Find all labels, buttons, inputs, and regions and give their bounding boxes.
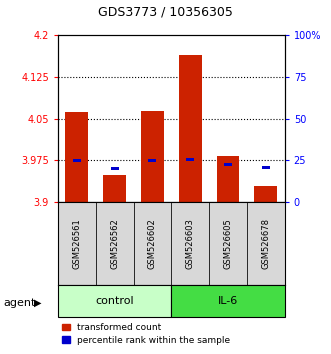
Bar [58, 202, 96, 285]
Text: agent: agent [3, 298, 36, 308]
Bar [96, 202, 133, 285]
Bar [133, 202, 171, 285]
Bar [111, 167, 118, 170]
Text: GSM526562: GSM526562 [110, 218, 119, 269]
Text: IL-6: IL-6 [218, 296, 238, 306]
Text: GSM526561: GSM526561 [72, 218, 81, 269]
Bar [179, 55, 202, 202]
Text: GSM526603: GSM526603 [186, 218, 195, 269]
Bar [66, 112, 88, 202]
Bar [255, 186, 277, 202]
Text: GSM526602: GSM526602 [148, 218, 157, 269]
FancyBboxPatch shape [171, 285, 285, 317]
Text: GDS3773 / 10356305: GDS3773 / 10356305 [98, 6, 233, 19]
Bar [103, 175, 126, 202]
Bar [141, 112, 164, 202]
Bar [262, 166, 270, 169]
Text: ▶: ▶ [34, 298, 42, 308]
Bar [186, 158, 194, 161]
Text: GSM526678: GSM526678 [261, 218, 270, 269]
Text: control: control [95, 296, 134, 306]
Bar [148, 159, 156, 162]
Bar [216, 156, 239, 202]
Bar [247, 202, 285, 285]
Bar [171, 202, 209, 285]
Text: GSM526605: GSM526605 [223, 218, 232, 269]
Bar [224, 162, 232, 166]
Bar [73, 159, 81, 162]
Bar [209, 202, 247, 285]
FancyBboxPatch shape [58, 285, 171, 317]
Legend: transformed count, percentile rank within the sample: transformed count, percentile rank withi… [63, 323, 230, 345]
